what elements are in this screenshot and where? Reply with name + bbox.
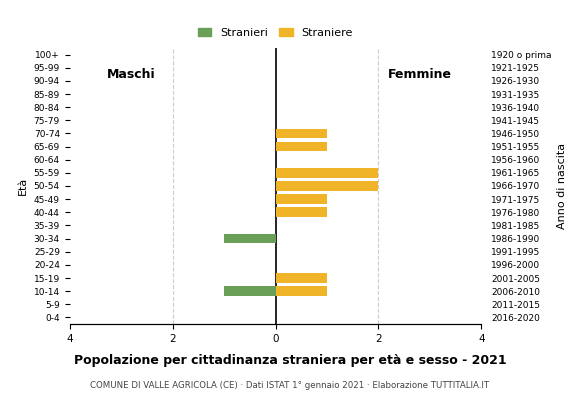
Bar — [276, 142, 327, 152]
Legend: Stranieri, Straniere: Stranieri, Straniere — [194, 23, 357, 42]
Bar — [276, 286, 327, 296]
Y-axis label: Età: Età — [18, 177, 28, 195]
Bar — [276, 168, 378, 178]
Text: Femmine: Femmine — [387, 68, 452, 81]
Bar — [276, 181, 378, 191]
Bar — [276, 273, 327, 283]
Bar — [224, 234, 276, 244]
Text: Maschi: Maschi — [107, 68, 155, 81]
Bar — [224, 286, 276, 296]
Bar — [276, 128, 327, 138]
Y-axis label: Anno di nascita: Anno di nascita — [557, 143, 567, 229]
Text: COMUNE DI VALLE AGRICOLA (CE) · Dati ISTAT 1° gennaio 2021 · Elaborazione TUTTIT: COMUNE DI VALLE AGRICOLA (CE) · Dati IST… — [90, 381, 490, 390]
Bar — [276, 194, 327, 204]
Bar — [276, 207, 327, 217]
Text: Popolazione per cittadinanza straniera per età e sesso - 2021: Popolazione per cittadinanza straniera p… — [74, 354, 506, 367]
